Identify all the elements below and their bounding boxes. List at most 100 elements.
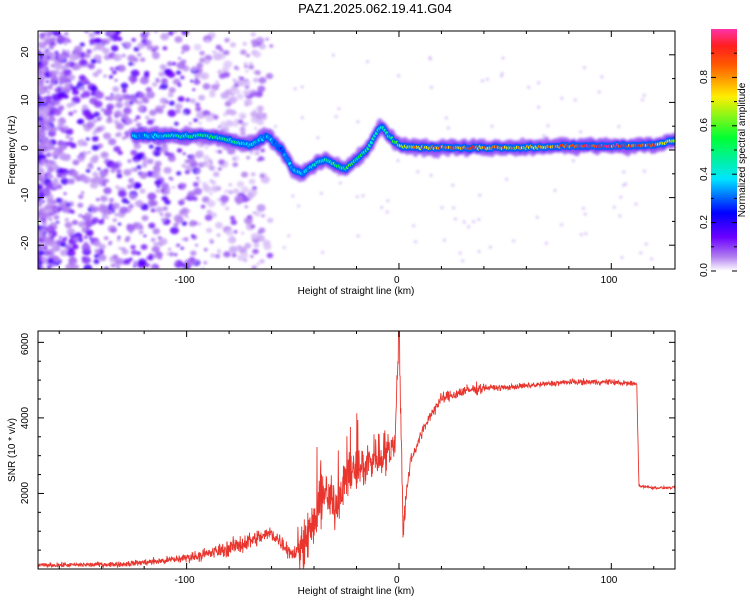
heatmap-noise-blob <box>73 110 77 114</box>
heatmap-noise-blob <box>38 75 45 83</box>
heatmap-noise-blob <box>51 245 60 252</box>
heatmap-noise-blob <box>501 56 505 60</box>
heatmap-noise-blob <box>161 195 168 202</box>
heatmap-noise-blob <box>191 234 195 238</box>
heatmap-noise-blob <box>166 252 170 256</box>
heatmap-noise-blob <box>244 205 248 209</box>
heatmap-noise-blob <box>38 63 43 70</box>
heatmap-noise-blob <box>117 124 121 128</box>
heatmap-noise-blob <box>442 238 446 242</box>
heatmap-noise-blob <box>261 157 265 161</box>
heatmap-noise-blob <box>612 205 616 209</box>
heatmap-noise-blob <box>172 61 177 66</box>
heatmap-noise-blob <box>134 200 144 208</box>
heatmap-noise-blob <box>77 213 83 218</box>
heatmap-noise-blob <box>584 232 588 236</box>
heatmap-noise-blob <box>135 115 141 120</box>
heatmap-noise-blob <box>472 220 476 224</box>
heatmap-noise-blob <box>229 42 237 48</box>
heatmap-noise-blob <box>247 215 251 219</box>
heatmap-noise-blob <box>546 124 550 128</box>
heatmap-noise-blob <box>66 245 71 249</box>
heatmap-noise-blob <box>141 215 149 221</box>
heatmap-noise-blob <box>172 186 176 189</box>
heatmap-noise-blob <box>109 240 113 244</box>
heatmap-noise-blob <box>582 66 586 70</box>
heatmap-noise-blob <box>181 31 189 36</box>
heatmap-noise-blob <box>135 160 139 163</box>
heatmap-noise-blob <box>174 36 183 43</box>
heatmap-noise-blob <box>600 75 604 79</box>
heatmap-noise-blob <box>168 87 176 94</box>
heatmap-noise-blob <box>396 159 400 163</box>
heatmap-noise-blob <box>130 76 138 83</box>
heatmap-noise-blob <box>92 154 100 161</box>
heatmap-noise-blob <box>175 243 181 248</box>
heatmap-noise-blob <box>132 264 137 268</box>
heatmap-noise-blob <box>92 72 99 78</box>
heatmap-noise-blob <box>119 206 128 214</box>
heatmap-noise-blob <box>453 217 457 221</box>
heatmap-noise-blob <box>253 51 262 58</box>
heatmap-noise-blob <box>196 62 204 69</box>
heatmap-noise-blob <box>642 169 646 173</box>
heatmap-noise-blob <box>232 162 239 168</box>
heatmap-noise-blob <box>65 135 70 139</box>
heatmap-noise-blob <box>50 204 59 212</box>
heatmap-noise-blob <box>50 263 56 268</box>
heatmap-noise-blob <box>85 137 90 141</box>
heatmap-noise-blob <box>38 183 43 191</box>
heatmap-noise-blob <box>184 159 190 164</box>
heatmap-noise-blob <box>622 170 626 174</box>
heatmap-noise-blob <box>43 67 46 70</box>
heatmap-noise-blob <box>82 109 92 117</box>
heatmap-noise-blob <box>38 167 45 175</box>
heatmap-noise-blob <box>249 151 254 155</box>
heatmap-noise-blob <box>597 90 601 94</box>
heatmap-noise-blob <box>131 249 138 256</box>
heatmap-noise-blob <box>38 211 43 217</box>
heatmap-noise-blob <box>108 138 117 146</box>
heatmap-noise-blob <box>248 178 256 185</box>
heatmap-noise-blob <box>45 152 52 158</box>
heatmap-noise-blob <box>184 259 194 267</box>
heatmap-noise-blob <box>120 118 126 123</box>
heatmap-noise-blob <box>198 121 202 125</box>
heatmap-noise-blob <box>138 92 146 99</box>
heatmap-noise-blob <box>159 145 169 153</box>
heatmap-noise-blob <box>78 157 84 162</box>
heatmap-noise-blob <box>142 174 147 179</box>
heatmap-noise-blob <box>133 118 138 122</box>
heatmap-noise-blob <box>236 245 243 251</box>
colorbar-ticks <box>711 52 737 272</box>
heatmap-noise-blob <box>88 32 96 39</box>
heatmap-noise-blob <box>172 78 181 85</box>
heatmap-noise-blob <box>78 194 84 200</box>
heatmap-noise-blob <box>187 154 191 159</box>
heatmap-noise-blob <box>93 240 102 247</box>
heatmap-noise-blob <box>96 68 103 74</box>
heatmap-noise-blob <box>71 96 81 104</box>
heatmap-noise-blob <box>205 39 210 43</box>
heatmap-noise-blob <box>124 41 132 48</box>
heatmap-noise-blob <box>77 118 85 125</box>
heatmap-noise-blob <box>43 189 51 196</box>
heatmap-noise-blob <box>64 32 69 36</box>
heatmap-noise-blob <box>241 252 249 259</box>
heatmap-noise-blob <box>65 128 74 136</box>
heatmap-noise-blob <box>81 151 88 157</box>
heatmap-noise-blob <box>49 84 53 88</box>
heatmap-noise-blob <box>69 101 76 107</box>
heatmap-noise-blob <box>118 98 123 102</box>
heatmap-noise-blob <box>44 141 53 149</box>
heatmap-noise-blob <box>237 119 244 124</box>
heatmap-noise-blob <box>81 243 91 252</box>
heatmap-noise-blob <box>112 210 116 214</box>
heatmap-noise-blob <box>622 183 626 187</box>
heatmap-noise-blob <box>136 251 141 256</box>
heatmap-noise-blob <box>220 91 229 99</box>
heatmap-noise-blob <box>619 195 623 199</box>
heatmap-noise-blob <box>252 248 259 255</box>
heatmap-noise-blob <box>98 45 106 51</box>
heatmap-noise-blob <box>206 199 216 208</box>
